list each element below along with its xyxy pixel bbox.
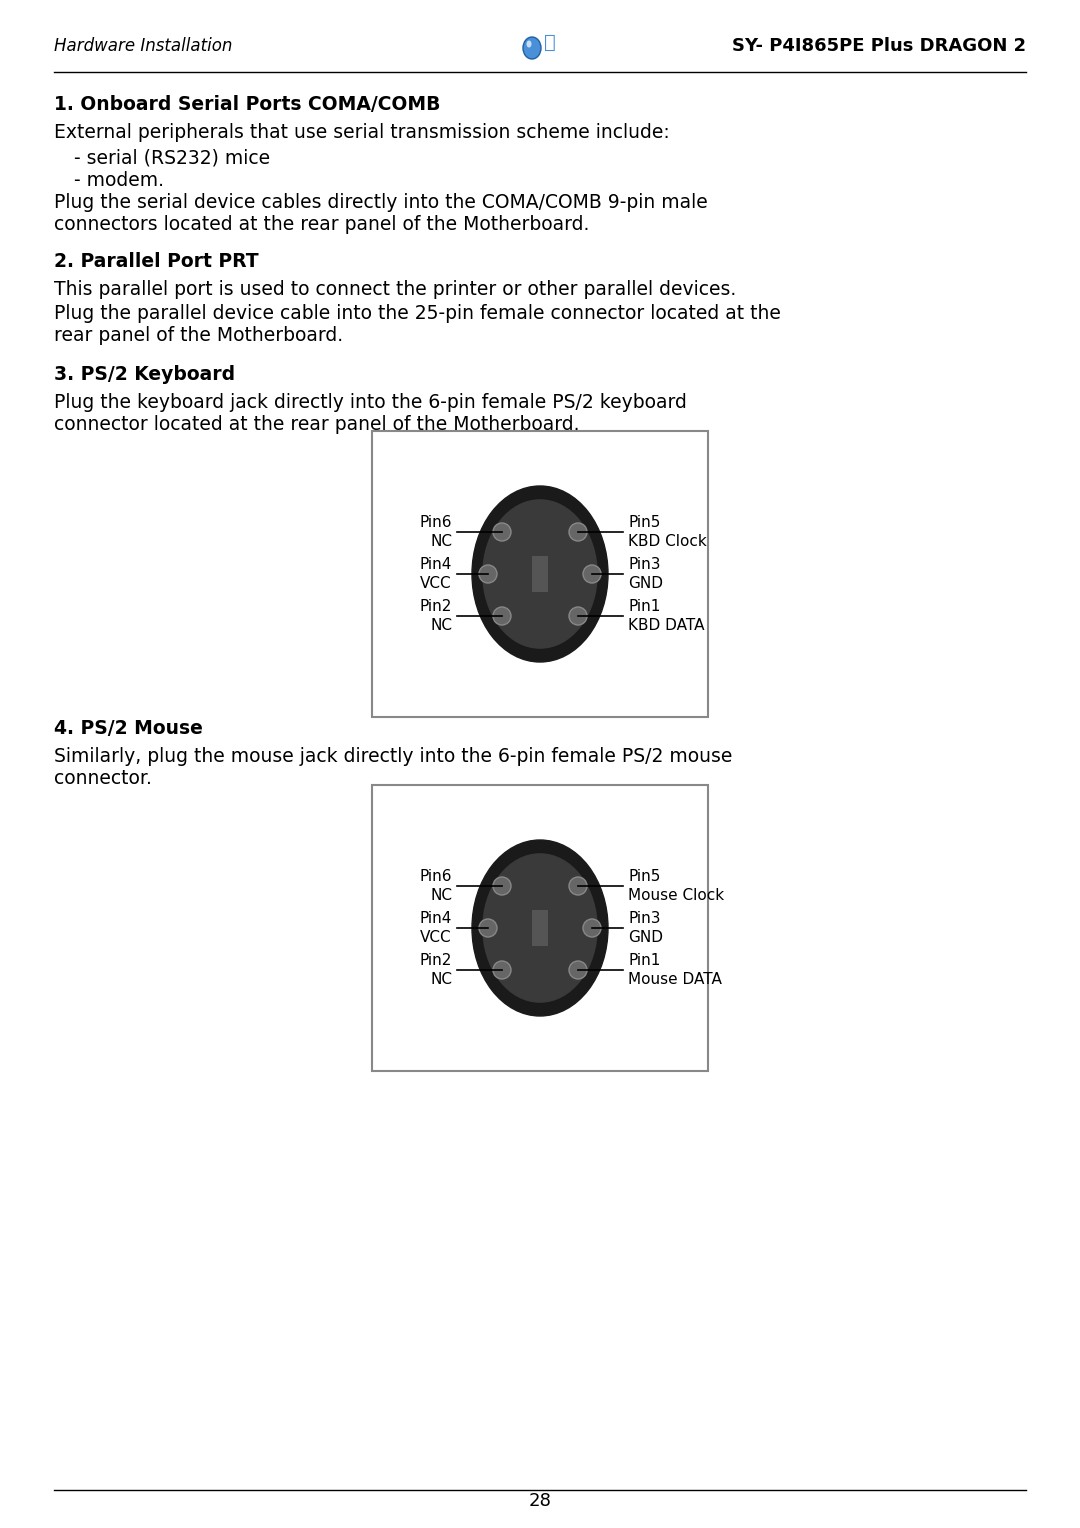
Ellipse shape (569, 523, 588, 541)
Ellipse shape (523, 37, 541, 60)
Ellipse shape (482, 500, 598, 649)
Text: SY- P4I865PE Plus DRAGON 2: SY- P4I865PE Plus DRAGON 2 (732, 37, 1026, 55)
Text: Pin3
GND: Pin3 GND (627, 911, 663, 944)
Text: Pin4
VCC: Pin4 VCC (420, 558, 453, 591)
Text: rear panel of the Motherboard.: rear panel of the Motherboard. (54, 325, 343, 345)
Text: - serial (RS232) mice: - serial (RS232) mice (75, 150, 270, 168)
Ellipse shape (583, 565, 600, 584)
Text: Similarly, plug the mouse jack directly into the 6-pin female PS/2 mouse: Similarly, plug the mouse jack directly … (54, 747, 732, 766)
Text: Pin5
Mouse Clock: Pin5 Mouse Clock (627, 869, 724, 903)
Ellipse shape (472, 840, 608, 1016)
Ellipse shape (527, 41, 531, 47)
Text: Pin6
NC: Pin6 NC (419, 869, 453, 903)
Text: Pin1
KBD DATA: Pin1 KBD DATA (627, 599, 704, 633)
Text: Plug the keyboard jack directly into the 6-pin female PS/2 keyboard: Plug the keyboard jack directly into the… (54, 393, 687, 413)
Ellipse shape (569, 961, 588, 979)
Bar (532, 556, 548, 591)
Bar (372, 431, 708, 717)
Text: connectors located at the rear panel of the Motherboard.: connectors located at the rear panel of … (54, 215, 590, 234)
Text: Pin5
KBD Clock: Pin5 KBD Clock (627, 515, 706, 549)
Ellipse shape (492, 961, 511, 979)
Ellipse shape (583, 918, 600, 937)
Ellipse shape (569, 607, 588, 625)
Text: connector.: connector. (54, 769, 152, 788)
Ellipse shape (492, 523, 511, 541)
Text: Pin1
Mouse DATA: Pin1 Mouse DATA (627, 953, 721, 987)
Text: Pin3
GND: Pin3 GND (627, 558, 663, 591)
Text: Pin4
VCC: Pin4 VCC (420, 911, 453, 944)
Text: Pin2
NC: Pin2 NC (420, 953, 453, 987)
Ellipse shape (492, 877, 511, 895)
Ellipse shape (480, 918, 497, 937)
Ellipse shape (569, 877, 588, 895)
Text: External peripherals that use serial transmission scheme include:: External peripherals that use serial tra… (54, 122, 670, 142)
Text: This parallel port is used to connect the printer or other parallel devices.: This parallel port is used to connect th… (54, 280, 737, 299)
Text: Pin2
NC: Pin2 NC (420, 599, 453, 633)
Text: - modem.: - modem. (75, 171, 164, 189)
Text: 4. PS/2 Mouse: 4. PS/2 Mouse (54, 720, 203, 738)
Text: Pin6
NC: Pin6 NC (419, 515, 453, 549)
Ellipse shape (480, 565, 497, 584)
Text: 3. PS/2 Keyboard: 3. PS/2 Keyboard (54, 365, 235, 384)
Ellipse shape (492, 607, 511, 625)
Bar (532, 911, 548, 946)
Ellipse shape (472, 486, 608, 662)
Text: connector located at the rear panel of the Motherboard.: connector located at the rear panel of t… (54, 416, 580, 434)
Text: Hardware Installation: Hardware Installation (54, 37, 232, 55)
Text: 28: 28 (528, 1491, 552, 1510)
Text: Plug the parallel device cable into the 25-pin female connector located at the: Plug the parallel device cable into the … (54, 304, 781, 322)
Text: 2. Parallel Port PRT: 2. Parallel Port PRT (54, 252, 258, 270)
Text: 1. Onboard Serial Ports COMA/COMB: 1. Onboard Serial Ports COMA/COMB (54, 95, 441, 115)
Bar (372, 785, 708, 1071)
Text: 🔥: 🔥 (544, 34, 556, 52)
Text: Plug the serial device cables directly into the COMA/COMB 9-pin male: Plug the serial device cables directly i… (54, 193, 707, 212)
Ellipse shape (482, 853, 598, 1002)
